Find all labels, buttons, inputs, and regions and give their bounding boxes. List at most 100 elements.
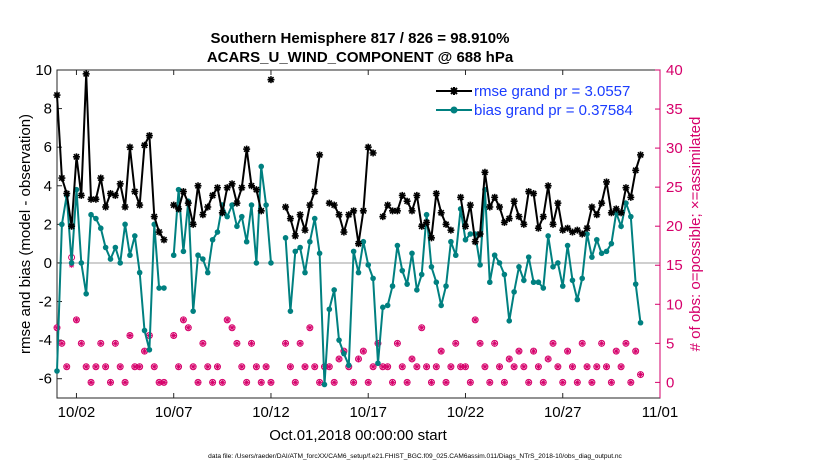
rmse-point xyxy=(194,182,202,190)
bias-point xyxy=(161,285,167,291)
obs-possible-marker xyxy=(500,378,508,386)
obs-assimilated-marker xyxy=(370,364,376,370)
rmse-point xyxy=(340,228,348,236)
obs-possible-marker xyxy=(63,363,71,371)
legend-rmse-label: rmse grand pr = 3.0557 xyxy=(474,83,630,100)
obs-assimilated-marker xyxy=(283,340,289,346)
obs-assimilated-marker xyxy=(127,333,133,339)
obs-assimilated-marker xyxy=(565,348,571,354)
obs-possible-marker xyxy=(530,347,538,355)
rmse-point xyxy=(335,211,343,219)
rmse-point xyxy=(617,209,625,217)
obs-assimilated-marker xyxy=(419,325,425,331)
rmse-point xyxy=(175,205,183,213)
x-axis-label: Oct.01,2018 00:00:00 start xyxy=(269,427,447,444)
obs-possible-marker xyxy=(564,347,572,355)
rmse-point xyxy=(228,180,236,188)
bias-point xyxy=(530,279,537,286)
obs-possible-marker xyxy=(306,324,314,332)
obs-possible-marker xyxy=(549,339,557,347)
y-tick-label-left: 10 xyxy=(35,62,52,79)
obs-possible-marker xyxy=(418,324,426,332)
obs-possible-marker xyxy=(218,378,226,386)
bias-point xyxy=(292,248,299,255)
rmse-point xyxy=(291,232,299,240)
obs-possible-marker xyxy=(534,363,542,371)
obs-assimilated-marker xyxy=(613,348,619,354)
bias-point xyxy=(589,254,595,260)
series-layer xyxy=(53,70,645,388)
obs-assimilated-marker xyxy=(448,364,454,370)
rmse-point xyxy=(403,197,411,205)
obs-possible-marker xyxy=(427,378,435,386)
bias-point xyxy=(535,279,542,286)
x-tick-label: 10/12 xyxy=(252,404,290,421)
rmse-point xyxy=(301,226,309,234)
rmse-point xyxy=(510,197,518,205)
obs-assimilated-marker xyxy=(336,356,342,362)
y-tick-label-right: 5 xyxy=(666,335,674,352)
x-tick-label: 11/01 xyxy=(642,404,678,421)
bias-point xyxy=(540,285,547,291)
obs-assimilated-marker xyxy=(394,340,400,346)
obs-possible-marker xyxy=(578,339,586,347)
rmse-point xyxy=(432,189,440,197)
obs-possible-marker xyxy=(257,378,265,386)
bias-point xyxy=(209,236,216,243)
bias-point xyxy=(336,337,342,343)
legend-rmse-marker xyxy=(450,87,458,95)
obs-possible-marker xyxy=(97,339,105,347)
obs-possible-marker xyxy=(593,363,601,371)
obs-assimilated-marker xyxy=(462,364,468,370)
x-tick-label: 10/07 xyxy=(155,404,193,421)
obs-assimilated-marker xyxy=(59,340,65,346)
rmse-point xyxy=(243,145,251,153)
bias-point xyxy=(569,277,576,284)
bias-point xyxy=(491,252,498,259)
bias-point xyxy=(238,213,245,220)
bias-point xyxy=(68,260,75,266)
obs-assimilated-marker xyxy=(433,364,439,370)
obs-assimilated-marker xyxy=(249,340,255,346)
rmse-point xyxy=(583,224,591,232)
rmse-point xyxy=(72,153,80,161)
obs-assimilated-marker xyxy=(78,340,84,346)
rmse-point xyxy=(612,205,620,213)
bias-point xyxy=(331,287,337,293)
bias-point xyxy=(564,242,571,249)
bias-point xyxy=(637,319,644,326)
rmse-point xyxy=(607,209,615,217)
bias-point xyxy=(180,248,187,255)
bias-point xyxy=(418,271,425,278)
x-tick-label: 10/02 xyxy=(58,404,96,421)
obs-possible-marker xyxy=(510,363,518,371)
obs-possible-marker xyxy=(588,378,596,386)
obs-assimilated-marker xyxy=(409,356,415,362)
obs-assimilated-marker xyxy=(506,356,512,362)
bias-point xyxy=(384,302,391,309)
bias-point xyxy=(525,254,532,260)
obs-possible-marker xyxy=(398,363,406,371)
rmse-point xyxy=(330,201,338,209)
obs-possible-marker xyxy=(622,339,630,347)
obs-assimilated-marker xyxy=(628,379,634,385)
obs-possible-marker xyxy=(408,355,416,363)
obs-assimilated-marker xyxy=(351,379,357,385)
obs-possible-marker xyxy=(121,378,129,386)
rmse-point xyxy=(345,211,353,219)
rmse-point xyxy=(170,201,178,209)
obs-assimilated-marker xyxy=(229,325,235,331)
obs-assimilated-marker xyxy=(472,317,478,323)
obs-possible-marker xyxy=(515,347,523,355)
obs-assimilated-marker xyxy=(103,364,109,370)
bias-point xyxy=(156,285,162,291)
obs-possible-marker xyxy=(160,378,168,386)
obs-possible-marker xyxy=(539,378,547,386)
obs-assimilated-marker xyxy=(633,348,639,354)
y-tick-label-right: 20 xyxy=(666,218,683,235)
bias-point xyxy=(141,327,148,334)
y-tick-label-left: -4 xyxy=(39,332,52,349)
obs-assimilated-marker xyxy=(560,379,566,385)
obs-possible-marker xyxy=(583,363,591,371)
obs-assimilated-marker xyxy=(292,379,298,385)
